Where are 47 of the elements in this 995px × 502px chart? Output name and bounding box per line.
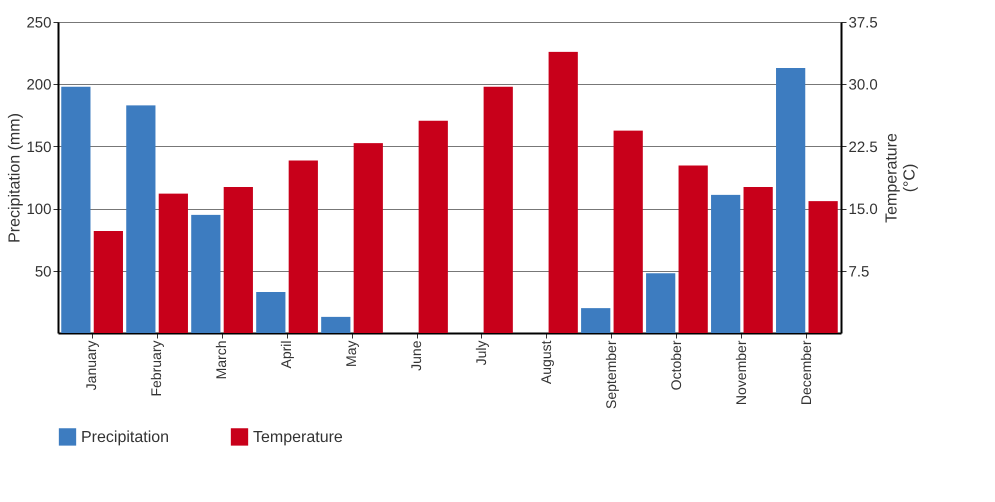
- bar: [61, 86, 90, 333]
- bar: [418, 120, 448, 333]
- bar: [776, 68, 806, 333]
- bar: [808, 201, 838, 333]
- x-tick-label: December: [798, 340, 814, 406]
- y-tick-label: 200: [26, 76, 52, 94]
- x-tick-label: March: [213, 340, 230, 380]
- bar: [646, 273, 676, 333]
- bar: [678, 165, 708, 333]
- bar: [548, 52, 578, 333]
- x-tick-label: February: [148, 340, 164, 397]
- bar: [321, 316, 350, 333]
- legend-label: Temperature: [253, 428, 343, 446]
- y2-tick-label: 7.5: [848, 263, 870, 280]
- x-tick-label: August: [538, 340, 554, 384]
- bar: [94, 230, 123, 333]
- y2-tick-label: 22.5: [848, 138, 878, 156]
- bar: [744, 187, 773, 333]
- x-tick-label: April: [278, 340, 294, 369]
- y2-tick-label: 37.5: [848, 14, 878, 32]
- bar: [484, 86, 513, 333]
- y2-tick-label: 30.0: [848, 76, 878, 94]
- y-tick-label: 150: [26, 138, 52, 156]
- x-tick-label: January: [83, 340, 100, 390]
- bar: [224, 187, 253, 333]
- x-tick-label: November: [732, 340, 749, 406]
- x-tick-label: June: [408, 340, 424, 371]
- legend-label: Precipitation: [81, 428, 170, 446]
- y-tick-label: 250: [26, 14, 52, 32]
- y-tick-label: 100: [26, 201, 52, 218]
- x-tick-label: October: [668, 340, 684, 390]
- y-axis-title: Precipitation (mm): [6, 113, 24, 243]
- bar: [191, 214, 220, 333]
- bar: [256, 292, 286, 333]
- bar: [581, 308, 610, 333]
- bar: [126, 105, 156, 333]
- bar: [288, 160, 318, 333]
- x-tick-label: May: [343, 340, 360, 367]
- y-tick-label: 50: [34, 263, 52, 280]
- y2-axis-title: Temperature (°C): [884, 132, 919, 223]
- bar: [158, 194, 188, 333]
- bar: [354, 143, 383, 333]
- y2-tick-label: 15.0: [848, 201, 878, 218]
- bar: [614, 130, 643, 333]
- bar: [711, 194, 740, 333]
- x-tick-label: September: [602, 340, 619, 409]
- x-tick-label: July: [472, 340, 489, 366]
